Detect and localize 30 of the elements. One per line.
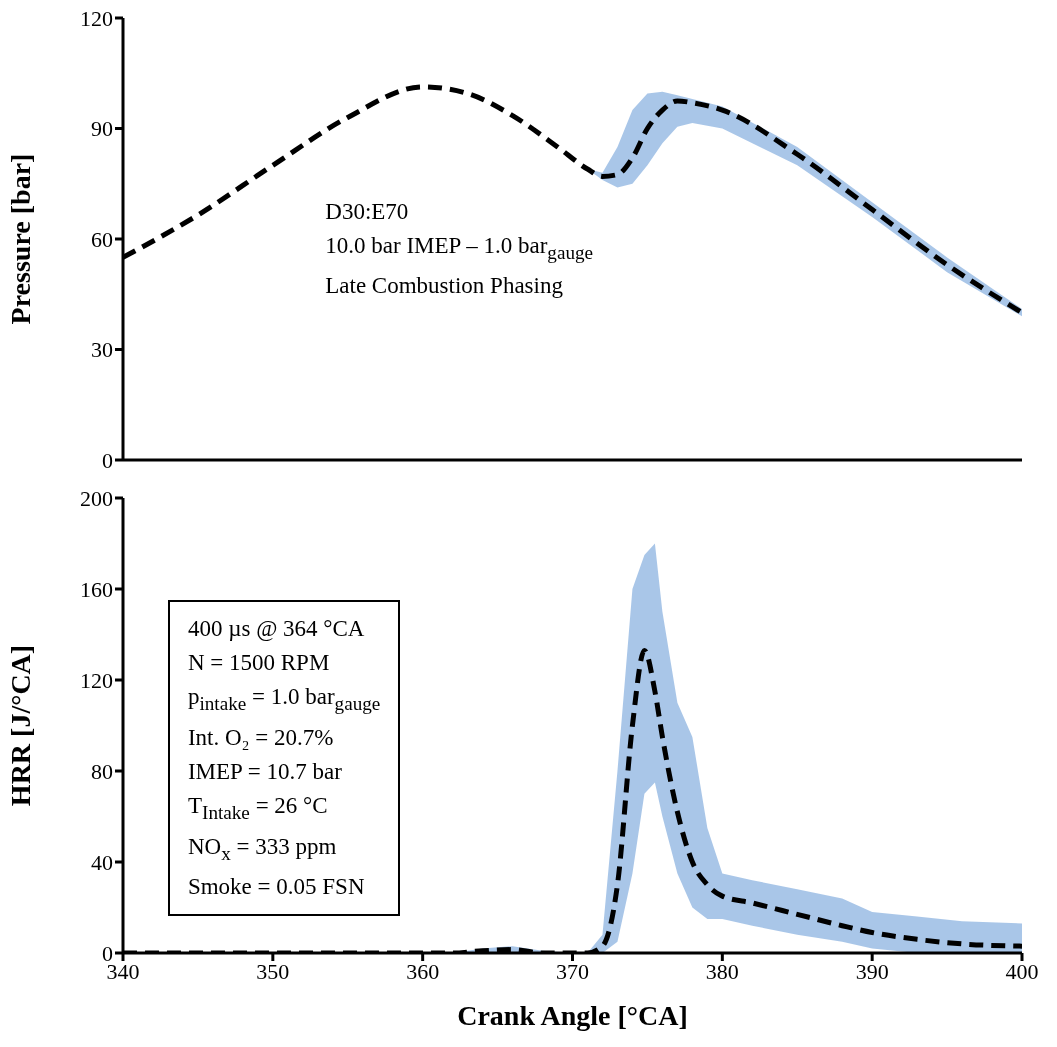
annotation: p$_{intake}$ = 1.0 bar$_{gauge}$	[187, 683, 381, 716]
annotation: 400 µs @ 364 °CA	[187, 615, 366, 644]
y-axis-title: HRR [J/°CA]	[4, 644, 36, 807]
x-tick-label: 360	[406, 958, 440, 984]
annotation: Smoke = 0.05 FSN	[187, 873, 366, 902]
y-tick-label: 120	[80, 667, 113, 693]
y-tick-label: 90	[91, 116, 113, 142]
x-tick-label: 350	[256, 958, 290, 984]
annotation: T$_{Intake}$ = 26 °C	[187, 791, 329, 825]
x-axis-title: Crank Angle [°CA]	[457, 1000, 688, 1031]
y-axis-title: Pressure [bar]	[4, 153, 36, 325]
x-tick-label: 380	[705, 958, 739, 984]
y-tick-label: 80	[91, 758, 113, 784]
annotation: NO$_{x}$ = 333 ppm	[187, 832, 338, 866]
y-tick-label: 200	[80, 485, 113, 511]
x-tick-label: 390	[855, 958, 889, 984]
annotation: N = 1500 RPM	[187, 649, 331, 678]
y-tick-label: 120	[80, 5, 113, 31]
annotation: IMEP = 10.7 bar	[187, 757, 343, 786]
y-tick-label: 160	[80, 576, 113, 602]
y-tick-label: 0	[102, 447, 113, 473]
y-tick-label: 30	[91, 337, 113, 363]
annotation: Late Combustion Phasing	[325, 272, 564, 301]
y-tick-label: 60	[91, 226, 113, 252]
y-tick-label: 40	[91, 849, 113, 875]
annotation: D30:E70	[325, 197, 410, 226]
x-tick-label: 400	[1005, 958, 1039, 984]
x-tick-label: 370	[556, 958, 589, 984]
annotation: Int. O₂ = 20.7%	[187, 723, 335, 752]
annotation: 10.0 bar IMEP – 1.0 bar$_{gauge}$	[325, 231, 594, 265]
